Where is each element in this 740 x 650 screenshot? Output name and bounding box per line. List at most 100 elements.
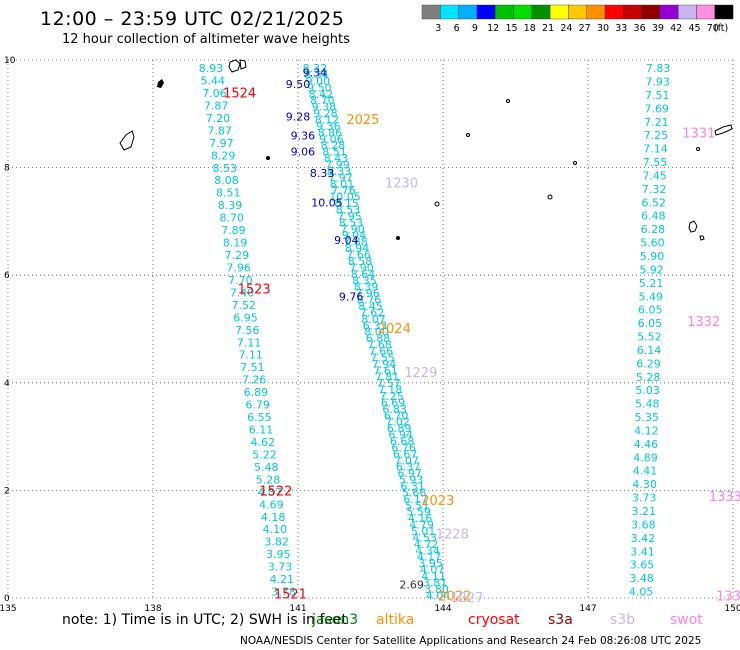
wave-height-value: 5.59 <box>406 506 431 519</box>
colorbar-label: 30 <box>597 23 609 34</box>
wave-height-value: 3.42 <box>631 532 656 545</box>
wave-height-value: 5.49 <box>638 290 663 303</box>
wave-height-value: 8.53 <box>336 204 361 217</box>
wave-height-value: 8.53 <box>213 162 238 175</box>
colorbar-swatch <box>696 4 715 20</box>
wave-height-value: 5.52 <box>637 331 662 344</box>
wave-height-value: 7.55 <box>370 351 395 364</box>
pass-time-label: 133 <box>716 589 740 604</box>
pass-time-label: 1227 <box>450 591 483 606</box>
colorbar-swatch <box>495 4 514 20</box>
wave-height-value: 7.87 <box>204 99 229 112</box>
pass-time-label: 1228 <box>436 527 469 542</box>
wave-height-value: 8.07 <box>361 313 386 326</box>
wave-height-value: 3.41 <box>630 545 655 558</box>
wave-height-value: 6.28 <box>641 223 666 236</box>
island-dot <box>506 99 510 103</box>
wave-height-value: 8.33 <box>327 165 352 178</box>
axis-ticks: 135 138 141 144 147 150 0 2 4 6 8 10 <box>0 56 740 614</box>
wave-height-value: 5.22 <box>252 448 277 461</box>
wave-height-value: 8.86 <box>318 126 343 139</box>
wave-height-value: 7.11 <box>237 336 262 349</box>
wave-height-value: 8.42 <box>309 88 334 101</box>
wave-height-value: 9.50 <box>307 81 332 94</box>
wave-height-value: 7.97 <box>209 137 234 150</box>
wave-height-value: 7.21 <box>644 116 669 129</box>
wave-height-value: 5.48 <box>254 461 279 474</box>
colorbar-swatch <box>476 4 496 20</box>
wave-height-value: 5.21 <box>639 277 664 290</box>
legend-s3a: s3a <box>548 612 573 628</box>
wave-height-value: 7.96 <box>226 261 251 274</box>
colorbar-label: (ft) <box>714 23 728 34</box>
wave-height-value: 4.72 <box>414 538 439 551</box>
wave-height-value: 5.90 <box>640 250 665 263</box>
wave-height-value: 7.25 <box>644 129 669 142</box>
colorbar-label: 45 <box>688 23 700 34</box>
pass-time-label: 1230 <box>385 177 418 192</box>
wave-height-value: 8.35 <box>352 274 377 287</box>
wave-height-value: 9.36 <box>316 120 341 133</box>
wave-height-value: 5.35 <box>635 411 660 424</box>
wave-height-value-high: 9.36 <box>291 129 316 142</box>
wave-height-value: 4.21 <box>270 573 295 586</box>
island-shape <box>688 220 705 241</box>
wave-height-value: 8.19 <box>223 237 248 250</box>
wave-height-value: 8.29 <box>211 149 236 162</box>
colorbar-swatch <box>586 4 606 20</box>
wave-height-value: 5.28 <box>256 473 281 486</box>
wave-height-value: 7.95 <box>337 210 362 223</box>
pass-time-labels: 1524 1523 1522 1521 2025 2024 2023 2022 1230 1229… <box>223 86 740 606</box>
wave-height-value: 7.93 <box>645 75 670 88</box>
wave-height-value: 6.52 <box>641 196 666 209</box>
island-shape <box>157 79 164 88</box>
wave-height-value: 8.53 <box>339 216 364 229</box>
wave-height-value: 6.89 <box>244 386 269 399</box>
wave-height-value: 4.89 <box>633 451 658 464</box>
pass-time-label: 1522 <box>259 484 292 499</box>
wave-height-value: 3.21 <box>632 505 657 518</box>
y-tick-label: 2 <box>4 486 10 496</box>
wave-height-value: 7.83 <box>646 62 671 75</box>
x-tick-label: 147 <box>579 604 596 614</box>
wave-height-value: 7.89 <box>221 224 246 237</box>
wave-height-value: 5.01 <box>411 525 436 538</box>
wave-height-value: 3.73 <box>632 492 657 505</box>
wave-height-value: 9.38 <box>312 101 337 114</box>
wave-height-value: 7.69 <box>645 102 670 115</box>
wave-height-value: 4.04 <box>426 589 451 602</box>
wave-height-value: 7.02 <box>385 416 410 429</box>
wave-height-value: 7.61 <box>373 364 398 377</box>
wave-height-value: 5.60 <box>640 237 665 250</box>
wave-height-value: 8.34 <box>304 68 329 81</box>
wave-height-value: 7.26 <box>242 374 267 387</box>
colorbar-label: 9 <box>472 23 478 34</box>
wave-height-value: 7.66 <box>346 249 371 262</box>
wave-height-value: 8.94 <box>345 242 370 255</box>
wave-height-value: 8.01 <box>330 178 355 191</box>
wave-height-value: 4.79 <box>409 519 434 532</box>
colorbar-swatch <box>513 4 532 20</box>
wave-height-value-high: 8.33 <box>310 167 335 180</box>
wave-height-value: 4.11 <box>421 570 446 583</box>
wave-height-value: 5.28 <box>636 371 661 384</box>
wave-height-value: 8.64 <box>351 268 376 281</box>
x-tick-label: 150 <box>724 604 740 614</box>
pass-time-label: 2022 <box>438 589 471 604</box>
wave-height-value-high: 9.50 <box>286 78 311 91</box>
wave-height-value: 3.82 <box>264 536 289 549</box>
wave-height-value: 8.12 <box>315 114 340 127</box>
wave-height-value: 4.46 <box>634 438 659 451</box>
wave-height-value: 7.68 <box>367 339 392 352</box>
wave-height-value: 4.17 <box>417 551 442 564</box>
colorbar-swatch <box>421 4 441 20</box>
wave-height-value: 6.55 <box>247 411 272 424</box>
wave-height-value: 7.11 <box>238 349 263 362</box>
wave-height-value-high: 9.34 <box>303 66 328 79</box>
wave-height-value: 8.39 <box>354 281 379 294</box>
page-title: 12:00 – 23:59 UTC 02/21/2025 <box>40 8 345 30</box>
wave-height-value: 7.14 <box>643 143 668 156</box>
wave-height-value: 6.31 <box>400 480 425 493</box>
colorbar-label: 12 <box>487 23 499 34</box>
wave-height-value: 3.80 <box>424 583 449 596</box>
